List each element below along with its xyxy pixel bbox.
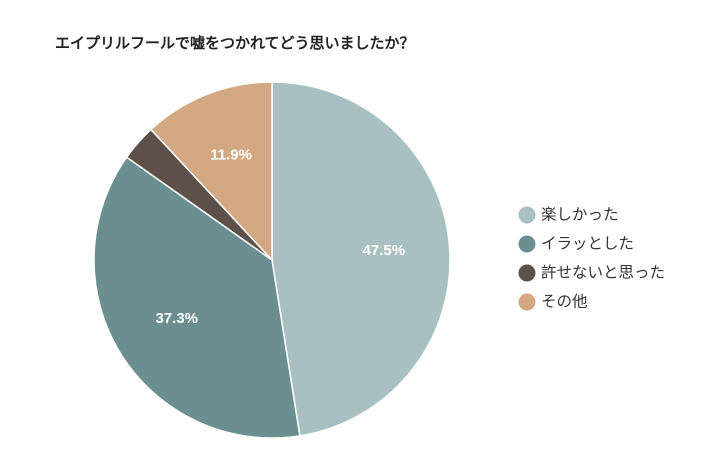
slice-label-4: 11.9% [210, 147, 252, 164]
slice-label-2: 37.3% [155, 310, 198, 327]
legend-swatch-3 [518, 264, 536, 282]
legend-label-1: 楽しかった [541, 206, 619, 224]
slice-label-1: 47.5% [363, 242, 406, 259]
legend-swatch-2 [518, 235, 536, 253]
legend-label-2: イラッとした [541, 235, 634, 253]
legend-label-4: その他 [541, 293, 588, 311]
pie-slice-2 [93, 156, 301, 439]
chart-title: エイプリルフールで嘘をつかれてどう思いましたか？ [55, 34, 415, 52]
pie-slice-1 [271, 81, 451, 437]
legend-swatch-1 [518, 206, 536, 224]
pie-slice-4 [149, 81, 273, 262]
legend-label-3: 許せないと思った [541, 264, 665, 282]
legend-swatch-4 [518, 293, 536, 311]
